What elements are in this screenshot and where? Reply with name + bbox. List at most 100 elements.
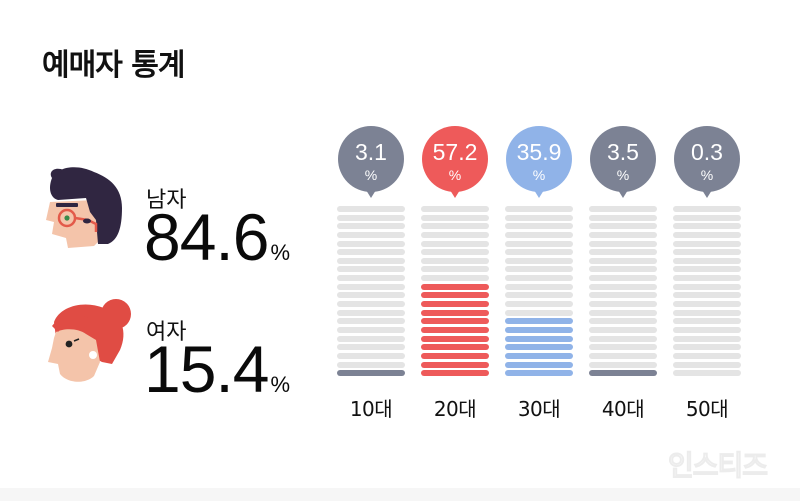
value-bubble: 3.1 % [338,126,404,198]
value-bubble: 3.5 % [590,126,656,198]
bar-segment [505,266,573,273]
bar-segment [421,352,489,359]
age-column-50s: 0.3 % 50대 [673,124,741,424]
age-column-10s: 3.1 % 10대 [337,124,405,424]
bar-segment [337,214,405,221]
value-bubble: 57.2 % [422,126,488,198]
bar-segment [589,240,657,247]
bar-segment [589,275,657,282]
bar-segment [505,309,573,316]
bubble-value: 3.1 [355,139,387,165]
bar-segment [505,370,573,377]
page-title: 예매자 통계 [42,48,185,83]
bar-segment [589,326,657,333]
bar-segment [337,292,405,299]
bar-segment [505,361,573,368]
bar-segment [673,309,741,316]
bar-segment [589,249,657,256]
bar-segment [337,206,405,212]
bar-segment [505,352,573,359]
bar-segment [673,301,741,308]
female-percentage: 15.4% [144,336,290,418]
male-label: 남자 [146,188,187,213]
gender-female: 여자 15.4% [38,292,318,402]
bar-segment [421,266,489,273]
bar-segment [421,335,489,342]
bar-segment [337,275,405,282]
female-value: 15.4 [144,332,269,406]
bar-stack [589,206,657,379]
bubble-unit: % [700,167,714,183]
bar-segment [505,231,573,238]
bar-segment [673,344,741,351]
bar-segment [589,352,657,359]
gender-male: 남자 84.6% [38,160,318,270]
bar-segment [673,326,741,333]
bar-segment [589,361,657,368]
bar-segment [505,275,573,282]
bar-segment [421,283,489,290]
bar-stack [505,206,573,379]
bar-segment [337,309,405,316]
bar-segment [505,214,573,221]
bar-segment [421,344,489,351]
bar-segment [673,223,741,230]
age-label: 10대 [349,397,393,421]
bar-segment [421,326,489,333]
bar-segment [673,275,741,282]
bottom-strip [0,488,800,501]
bar-segment [505,301,573,308]
female-label: 여자 [146,320,187,345]
bar-segment [505,206,573,212]
value-bubble: 35.9 % [506,126,572,198]
bar-segment [673,240,741,247]
bar-segment [673,318,741,325]
bar-segment [673,214,741,221]
bar-segment [421,257,489,264]
age-label: 30대 [517,397,561,421]
bar-segment [421,214,489,221]
bar-segment [421,309,489,316]
bar-segment [421,361,489,368]
female-unit: % [270,372,290,397]
bar-stack [421,206,489,379]
bar-segment [337,283,405,290]
bar-segment [673,283,741,290]
bar-segment [589,301,657,308]
bar-segment [673,335,741,342]
bar-segment [589,266,657,273]
bar-segment [673,266,741,273]
bar-segment [337,326,405,333]
bar-segment [673,231,741,238]
bar-segment [589,335,657,342]
bar-segment [421,275,489,282]
bar-segment [673,257,741,264]
age-label: 40대 [601,397,645,421]
bar-segment [337,257,405,264]
bubble-unit: % [532,167,546,183]
bar-segment [421,292,489,299]
value-bubble: 0.3 % [674,126,740,198]
bubble-value: 3.5 [607,139,639,165]
bar-segment [337,240,405,247]
male-value: 84.6 [144,200,269,274]
bar-segment [421,206,489,212]
bar-segment [337,344,405,351]
bubble-unit: % [364,167,378,183]
bar-segment [337,361,405,368]
watermark-logo: 인스티즈 [667,449,768,483]
bar-segment [589,257,657,264]
bar-segment [673,352,741,359]
male-avatar-icon [46,167,122,248]
bar-segment [421,301,489,308]
age-column-20s: 57.2 % 20대 [421,124,489,424]
bar-segment [337,231,405,238]
age-label: 50대 [685,397,729,421]
bar-segment [337,335,405,342]
bar-segment [589,231,657,238]
bar-segment [589,214,657,221]
bar-segment [421,223,489,230]
bar-segment [673,370,741,377]
bar-segment [421,318,489,325]
bubble-value: 57.2 [432,139,478,165]
